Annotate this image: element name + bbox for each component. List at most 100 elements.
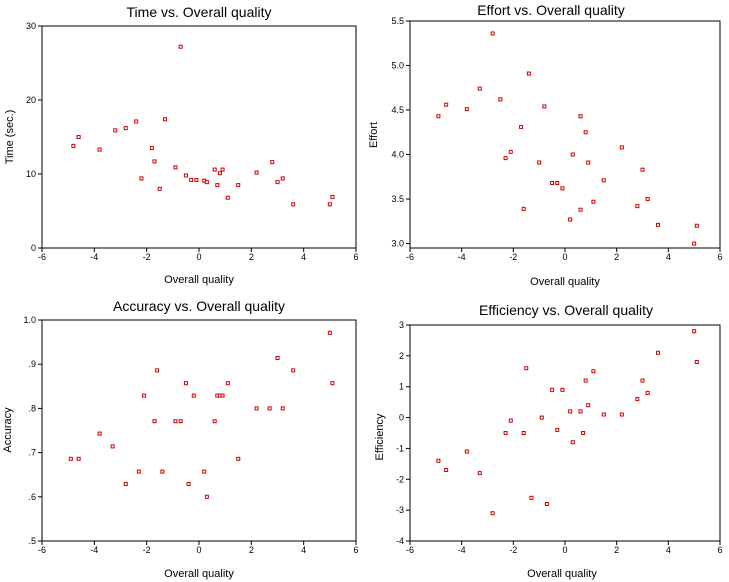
x-tick-label: -4 <box>458 252 466 262</box>
data-point <box>215 183 220 188</box>
data-point <box>152 159 157 164</box>
x-tick-label: 4 <box>666 252 671 262</box>
y-tick-label: 3 <box>399 320 404 330</box>
x-tick-label: -6 <box>38 252 46 262</box>
x-tick-label: -2 <box>509 545 517 555</box>
x-tick-label: 2 <box>614 252 619 262</box>
y-tick-label: 4.0 <box>391 150 404 160</box>
data-point <box>635 397 640 402</box>
data-point <box>134 119 139 124</box>
data-point <box>601 178 606 183</box>
data-point <box>464 107 469 112</box>
data-point <box>560 387 565 392</box>
data-point <box>139 176 144 181</box>
data-point <box>521 206 526 211</box>
y-tick-label: .7 <box>28 448 36 458</box>
data-point <box>149 146 154 151</box>
data-point <box>568 409 573 414</box>
y-tick-label: 5.5 <box>391 16 404 26</box>
data-point <box>225 195 230 200</box>
data-point <box>97 431 102 436</box>
x-tick-label: -6 <box>406 545 414 555</box>
data-point <box>212 419 217 424</box>
data-point <box>291 368 296 373</box>
chart-title: Time vs. Overall quality <box>127 4 272 20</box>
x-tick-label: 0 <box>562 252 567 262</box>
x-tick-label: 6 <box>353 545 358 555</box>
data-point <box>160 469 165 474</box>
x-tick-label: 0 <box>562 545 567 555</box>
plot-frame <box>41 25 357 249</box>
data-point <box>204 494 209 499</box>
data-point <box>212 167 217 172</box>
x-tick-label: -4 <box>90 545 98 555</box>
x-tick-label: 2 <box>249 545 254 555</box>
data-point <box>519 124 524 129</box>
x-axis-label: Overall quality <box>530 276 600 288</box>
x-tick-label: 4 <box>666 545 671 555</box>
data-point <box>645 197 650 202</box>
data-point <box>194 177 199 182</box>
data-point <box>524 366 529 371</box>
data-point <box>508 418 513 423</box>
y-tick-label: 10 <box>26 169 36 179</box>
data-point <box>694 223 699 228</box>
data-point <box>477 86 482 91</box>
x-tick-label: -6 <box>38 545 46 555</box>
y-tick-label: .8 <box>28 403 36 413</box>
y-tick-label: 3.0 <box>391 239 404 249</box>
data-point <box>635 204 640 209</box>
data-point <box>225 381 230 386</box>
data-point <box>136 469 141 474</box>
y-tick-label: 0 <box>399 413 404 423</box>
data-point <box>173 419 178 424</box>
data-point <box>560 186 565 191</box>
data-point <box>275 180 280 185</box>
y-tick-label: -1 <box>396 443 404 453</box>
data-point <box>583 130 588 135</box>
data-point <box>521 431 526 435</box>
data-point <box>542 104 547 109</box>
chart-panel-3: Accuracy vs. Overall quality -6 -4 -2 0 2 4 6 .5… <box>2 298 359 580</box>
data-point <box>327 202 332 207</box>
data-point <box>645 390 650 395</box>
data-point <box>656 350 660 355</box>
data-point <box>555 427 560 432</box>
data-point <box>162 117 167 122</box>
y-tick-label: 20 <box>26 95 36 105</box>
y-axis-label: Time (sec.) <box>4 110 16 165</box>
data-point <box>236 456 241 461</box>
x-axis-label: Overall quality <box>164 274 234 286</box>
x-tick-label: -6 <box>406 252 414 262</box>
data-point <box>581 431 586 435</box>
y-tick-label: 2 <box>399 351 404 361</box>
data-point <box>123 126 128 131</box>
data-point <box>186 481 191 486</box>
x-tick-label: -4 <box>90 252 98 262</box>
data-point <box>656 222 660 227</box>
y-tick-label: 5.0 <box>391 61 404 71</box>
data-point <box>578 409 583 414</box>
data-point <box>550 181 555 186</box>
data-point <box>155 368 160 373</box>
data-point <box>436 458 441 463</box>
data-point <box>254 170 259 175</box>
data-point <box>586 403 591 408</box>
data-point <box>123 481 128 486</box>
x-tick-label: -2 <box>143 545 151 555</box>
data-point <box>110 444 115 449</box>
y-tick-label: 0 <box>31 243 36 253</box>
data-point <box>436 114 441 119</box>
data-point <box>591 369 596 374</box>
y-axis-label: Effort <box>368 122 380 148</box>
data-point <box>327 330 332 335</box>
chart-panel-1: Time vs. Overall quality -6 -4 -2 0 2 4 6 0 10 20 3… <box>4 4 359 286</box>
data-point <box>76 456 81 461</box>
data-point <box>178 44 183 49</box>
y-tick-label: 30 <box>26 21 36 31</box>
data-point <box>97 147 102 152</box>
x-axis-label: Overall quality <box>527 568 597 580</box>
data-point <box>220 393 225 398</box>
x-tick-label: 0 <box>196 545 201 555</box>
data-point <box>498 97 503 102</box>
